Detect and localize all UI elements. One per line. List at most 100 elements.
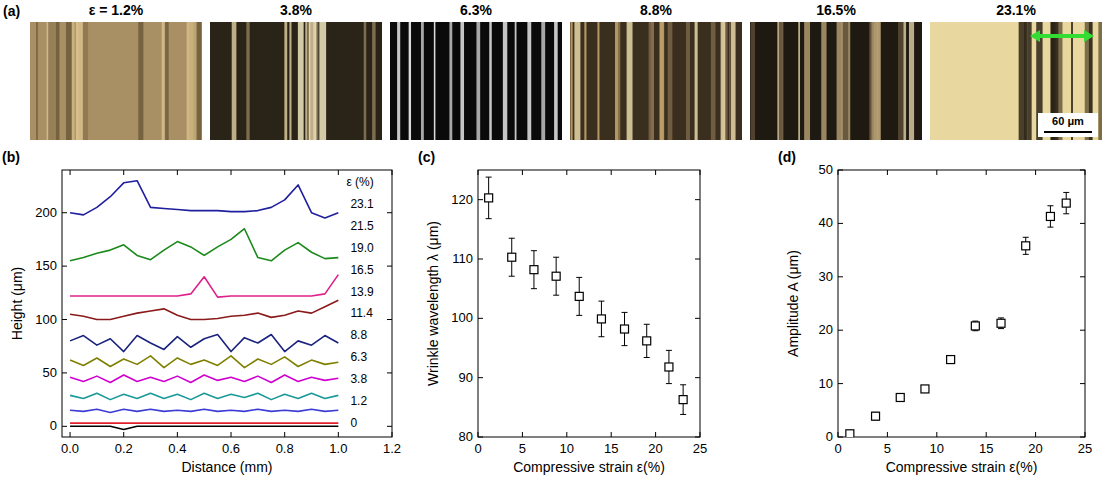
y-tick bbox=[62, 266, 67, 267]
profile-line bbox=[70, 334, 338, 351]
y-tick bbox=[1080, 330, 1085, 331]
stripe bbox=[515, 22, 517, 140]
data-point bbox=[552, 272, 560, 280]
x-tick bbox=[392, 170, 393, 175]
data-point bbox=[896, 393, 904, 401]
stripe bbox=[246, 22, 249, 140]
micrograph-ground bbox=[750, 22, 922, 140]
legend-label: 6.3 bbox=[350, 350, 367, 364]
image-label: 8.8% bbox=[640, 2, 672, 18]
stripe bbox=[725, 22, 728, 140]
x-tick bbox=[838, 432, 839, 437]
y-tick-label: 40 bbox=[819, 215, 833, 230]
error-bar bbox=[644, 324, 650, 357]
error-bar bbox=[509, 238, 515, 276]
panel-label: (b) bbox=[2, 149, 20, 165]
x-tick-label: 10 bbox=[930, 441, 944, 456]
x-axis-title: Compressive strain ε(%) bbox=[513, 459, 665, 475]
x-tick-label: 1.2 bbox=[383, 441, 401, 456]
profile-line bbox=[70, 426, 338, 429]
y-tick bbox=[838, 383, 843, 384]
legend-label: 3.8 bbox=[350, 372, 367, 386]
stripe bbox=[597, 22, 599, 140]
stripe bbox=[695, 22, 698, 140]
y-tick-label: 30 bbox=[819, 269, 833, 284]
legend-label: 13.9 bbox=[350, 285, 374, 299]
micrograph bbox=[570, 22, 742, 140]
profile-line bbox=[70, 300, 338, 319]
stripe bbox=[298, 22, 304, 140]
y-axis-title: Wrinkle wavelength λ (μm) bbox=[425, 221, 441, 386]
profile-line bbox=[70, 409, 338, 412]
y-axis-title: Height (μm) bbox=[9, 267, 25, 340]
strain-arrow-head bbox=[1030, 30, 1040, 42]
plot-frame bbox=[478, 170, 700, 437]
y-tick-label: 0 bbox=[50, 418, 57, 433]
stripe bbox=[874, 22, 880, 140]
stripe bbox=[618, 22, 620, 140]
y-tick bbox=[387, 212, 392, 213]
x-tick bbox=[655, 170, 656, 175]
panel-label: (c) bbox=[418, 149, 435, 165]
micrograph bbox=[750, 22, 922, 140]
y-tick-label: 20 bbox=[819, 322, 833, 337]
y-tick bbox=[387, 266, 392, 267]
legend-title: ε (%) bbox=[346, 175, 373, 189]
y-tick bbox=[62, 319, 67, 320]
x-tick-label: 0.2 bbox=[115, 441, 133, 456]
stripe bbox=[289, 22, 291, 140]
x-tick bbox=[522, 170, 523, 175]
x-tick bbox=[700, 432, 701, 437]
image-label: 3.8% bbox=[280, 2, 312, 18]
legend-label: 8.8 bbox=[350, 328, 367, 342]
stripe bbox=[898, 22, 904, 140]
image-label: ε = 1.2% bbox=[89, 2, 144, 18]
stripe bbox=[476, 22, 480, 140]
x-tick bbox=[338, 432, 339, 437]
stripe bbox=[711, 22, 716, 140]
x-tick bbox=[231, 170, 232, 175]
y-tick-label: 100 bbox=[451, 310, 473, 325]
stripe bbox=[627, 22, 633, 140]
stripe bbox=[649, 22, 654, 140]
stripe bbox=[232, 22, 237, 140]
y-tick bbox=[1080, 437, 1085, 438]
y-tick bbox=[838, 330, 843, 331]
profile-line bbox=[70, 181, 338, 218]
stripe bbox=[284, 22, 287, 140]
plot-marks bbox=[846, 192, 1070, 437]
x-tick bbox=[284, 432, 285, 437]
plot-marks bbox=[485, 177, 687, 414]
legend-label: 16.5 bbox=[350, 263, 374, 277]
profile-line bbox=[70, 356, 338, 368]
stripe bbox=[503, 22, 507, 140]
stripe bbox=[165, 22, 169, 140]
stripe bbox=[837, 22, 844, 140]
x-tick bbox=[478, 170, 479, 175]
x-tick bbox=[70, 170, 71, 175]
stripe bbox=[189, 22, 197, 140]
micrograph-ground bbox=[930, 22, 1102, 140]
x-tick bbox=[887, 170, 888, 175]
data-point bbox=[485, 194, 493, 202]
scale-bar-box bbox=[1038, 113, 1098, 137]
stripe bbox=[686, 22, 690, 140]
x-tick-label: 15 bbox=[604, 441, 618, 456]
data-point bbox=[679, 396, 687, 404]
x-tick bbox=[1085, 432, 1086, 437]
scale-bar-label: 60 μm bbox=[1052, 115, 1084, 127]
y-tick bbox=[478, 259, 483, 260]
stripe bbox=[138, 22, 143, 140]
y-tick bbox=[62, 212, 67, 213]
stripe bbox=[434, 22, 436, 140]
micrograph-ground bbox=[210, 22, 382, 140]
y-tick bbox=[62, 426, 67, 427]
y-tick-label: 150 bbox=[35, 258, 57, 273]
error-bar bbox=[680, 385, 686, 415]
stripe bbox=[798, 22, 800, 140]
stripe bbox=[372, 22, 376, 140]
error-bar bbox=[1063, 192, 1069, 213]
micrograph bbox=[30, 22, 202, 140]
stripe bbox=[615, 22, 620, 140]
stripe bbox=[421, 22, 424, 140]
